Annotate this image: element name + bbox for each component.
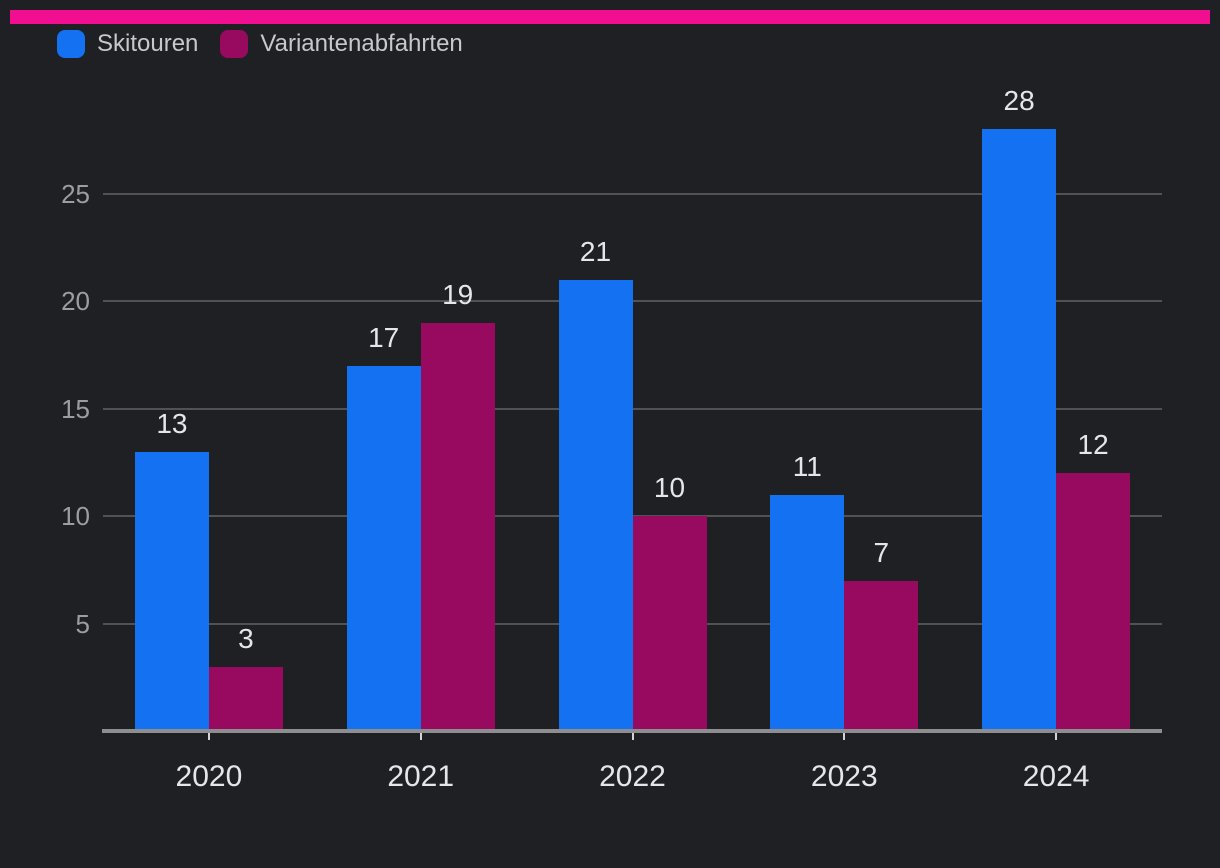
- bar-value-label: 10: [653, 472, 686, 503]
- bar-value-label: 7: [873, 536, 890, 568]
- bar-value-label: 19: [442, 278, 474, 310]
- x-axis-tick: [1055, 733, 1058, 740]
- x-axis-tick: [207, 733, 210, 740]
- bar-value-label: 11: [792, 450, 822, 482]
- y-axis-label: 10: [61, 501, 90, 531]
- x-axis-tick: [631, 733, 634, 740]
- x-axis-tick: [419, 733, 422, 740]
- bar-value-label: 12: [1077, 429, 1109, 460]
- x-axis-label: 2021: [387, 760, 455, 793]
- bar-value-label: 17: [368, 321, 400, 353]
- chart-legend: Skitouren Variantenabfahrten: [57, 30, 463, 58]
- legend-label: Variantenabfahrten: [260, 30, 463, 57]
- gridline: [103, 300, 1162, 302]
- bar-variantenabfahrten-2024[interactable]: [1056, 473, 1131, 731]
- x-axis-label: 2020: [175, 760, 243, 793]
- legend-swatch-skitouren: [57, 30, 85, 58]
- gridline: [103, 407, 1162, 410]
- y-axis-label: 25: [61, 178, 90, 209]
- bar-skitouren-2023[interactable]: [770, 494, 845, 731]
- x-axis-label: 2022: [599, 760, 666, 793]
- bar-variantenabfahrten-2020[interactable]: [208, 666, 283, 731]
- y-axis-label: 20: [61, 286, 90, 316]
- x-axis-line: [102, 729, 1162, 733]
- bar-value-label: 21: [579, 235, 612, 267]
- bar-value-label: 3: [238, 622, 254, 654]
- bar-skitouren-2020[interactable]: [134, 451, 209, 731]
- bar-variantenabfahrten-2023[interactable]: [844, 580, 919, 731]
- legend-label: Skitouren: [97, 30, 199, 57]
- bar-value-label: 28: [1003, 85, 1035, 116]
- bar-variantenabfahrten-2022[interactable]: [632, 516, 707, 731]
- bar-skitouren-2024[interactable]: [982, 129, 1057, 731]
- x-axis-label: 2023: [810, 760, 878, 793]
- accent-bar: [10, 10, 1210, 24]
- bar-value-label: 13: [156, 407, 188, 439]
- bar-skitouren-2021[interactable]: [346, 365, 421, 731]
- x-axis-label: 2024: [1022, 760, 1090, 793]
- x-axis-tick: [843, 733, 846, 740]
- legend-item-skitouren[interactable]: Skitouren: [57, 30, 198, 58]
- y-axis-label: 15: [61, 393, 90, 424]
- bar-variantenabfahrten-2021[interactable]: [420, 322, 495, 731]
- gridline: [103, 192, 1162, 195]
- bar-skitouren-2022[interactable]: [558, 279, 633, 731]
- legend-swatch-variantenabfahrten: [220, 30, 249, 58]
- y-axis-label: 5: [75, 608, 90, 639]
- legend-item-variantenabfahrten[interactable]: Variantenabfahrten: [220, 30, 463, 58]
